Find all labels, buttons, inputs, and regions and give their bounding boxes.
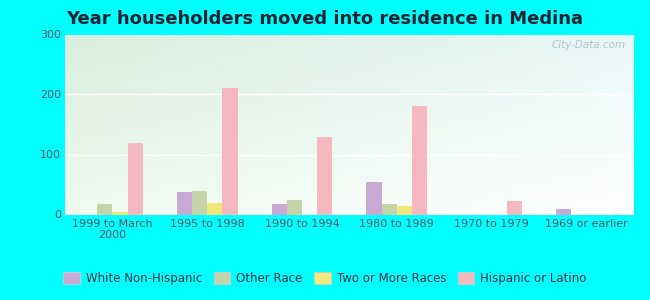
Bar bbox=[556, 209, 571, 214]
Bar bbox=[287, 200, 302, 214]
Bar bbox=[207, 202, 222, 214]
Bar bbox=[396, 206, 412, 214]
Bar bbox=[112, 212, 127, 214]
Bar bbox=[507, 201, 522, 214]
Legend: White Non-Hispanic, Other Race, Two or More Races, Hispanic or Latino: White Non-Hispanic, Other Race, Two or M… bbox=[58, 267, 592, 290]
Bar bbox=[127, 142, 143, 214]
Bar bbox=[317, 136, 332, 214]
Bar bbox=[272, 204, 287, 214]
Bar bbox=[412, 106, 427, 214]
Bar bbox=[177, 192, 192, 214]
Bar bbox=[382, 204, 396, 214]
Bar bbox=[222, 88, 237, 214]
Bar bbox=[367, 182, 382, 214]
Bar bbox=[192, 190, 207, 214]
Text: City-Data.com: City-Data.com bbox=[551, 40, 625, 50]
Text: Year householders moved into residence in Medina: Year householders moved into residence i… bbox=[66, 11, 584, 28]
Bar bbox=[98, 204, 112, 214]
